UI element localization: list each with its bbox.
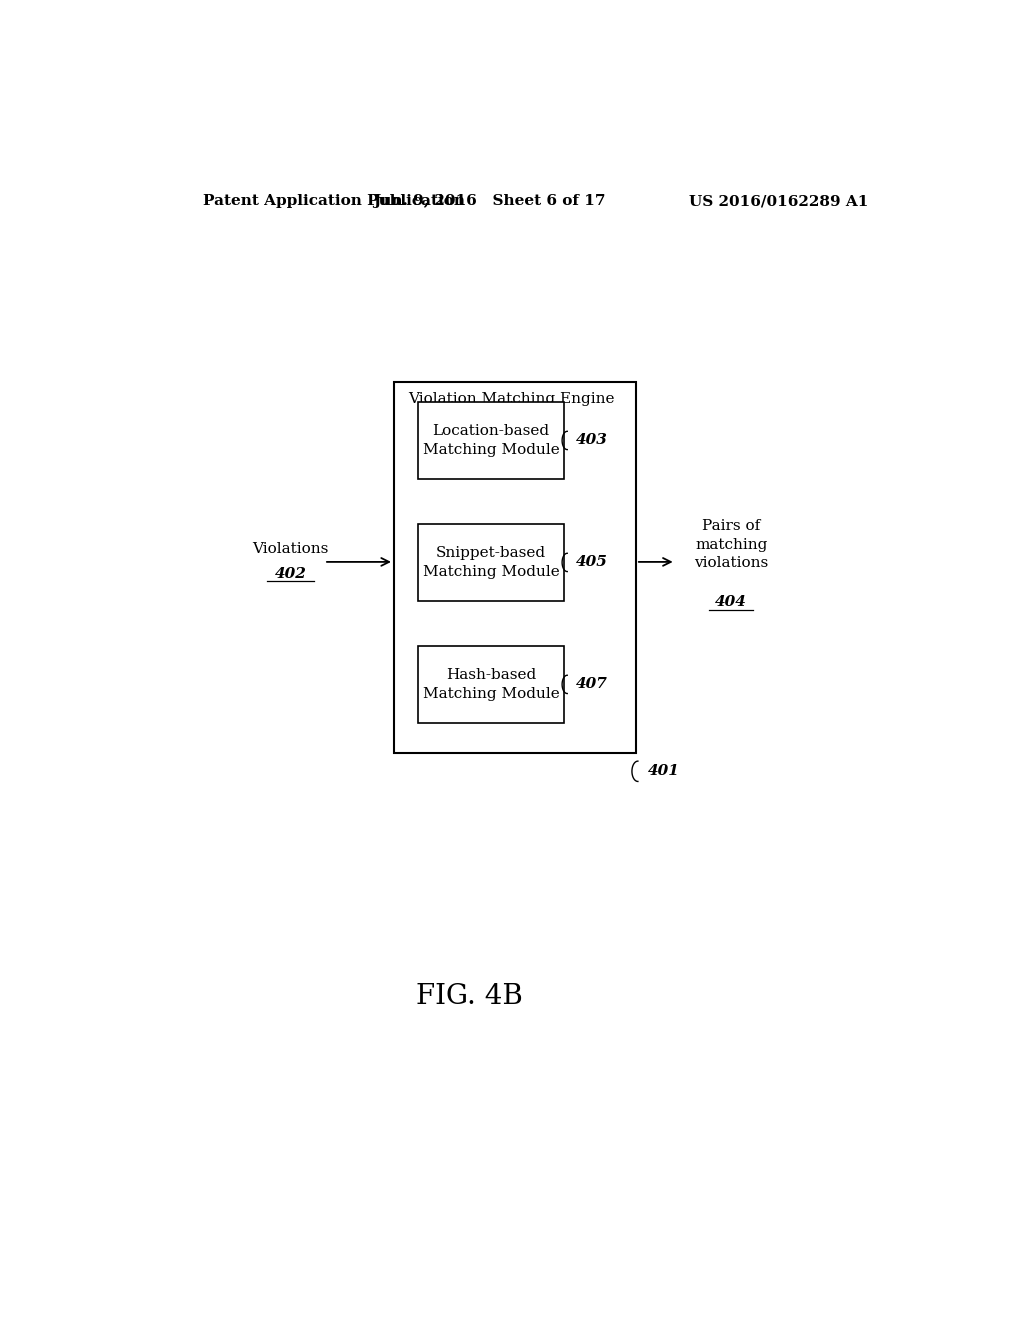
Text: 401: 401 bbox=[648, 764, 680, 779]
Bar bbox=[418, 647, 564, 722]
Text: Patent Application Publication: Patent Application Publication bbox=[204, 194, 465, 209]
Text: 407: 407 bbox=[577, 677, 608, 692]
Bar bbox=[418, 524, 564, 601]
Bar bbox=[418, 403, 564, 479]
Text: Jun. 9, 2016   Sheet 6 of 17: Jun. 9, 2016 Sheet 6 of 17 bbox=[373, 194, 605, 209]
Text: Hash-based
Matching Module: Hash-based Matching Module bbox=[423, 668, 559, 701]
Text: 402: 402 bbox=[274, 568, 306, 581]
Text: Violation Matching Engine: Violation Matching Engine bbox=[409, 392, 614, 407]
Text: Snippet-based
Matching Module: Snippet-based Matching Module bbox=[423, 546, 559, 578]
Text: Location-based
Matching Module: Location-based Matching Module bbox=[423, 424, 559, 457]
Text: 404: 404 bbox=[715, 595, 748, 610]
Text: Pairs of
matching
violations: Pairs of matching violations bbox=[694, 519, 768, 570]
Text: 405: 405 bbox=[577, 556, 608, 569]
Text: US 2016/0162289 A1: US 2016/0162289 A1 bbox=[689, 194, 868, 209]
Text: Violations: Violations bbox=[253, 541, 329, 556]
Text: 403: 403 bbox=[577, 433, 608, 447]
Bar bbox=[394, 381, 636, 752]
Text: FIG. 4B: FIG. 4B bbox=[416, 983, 522, 1010]
